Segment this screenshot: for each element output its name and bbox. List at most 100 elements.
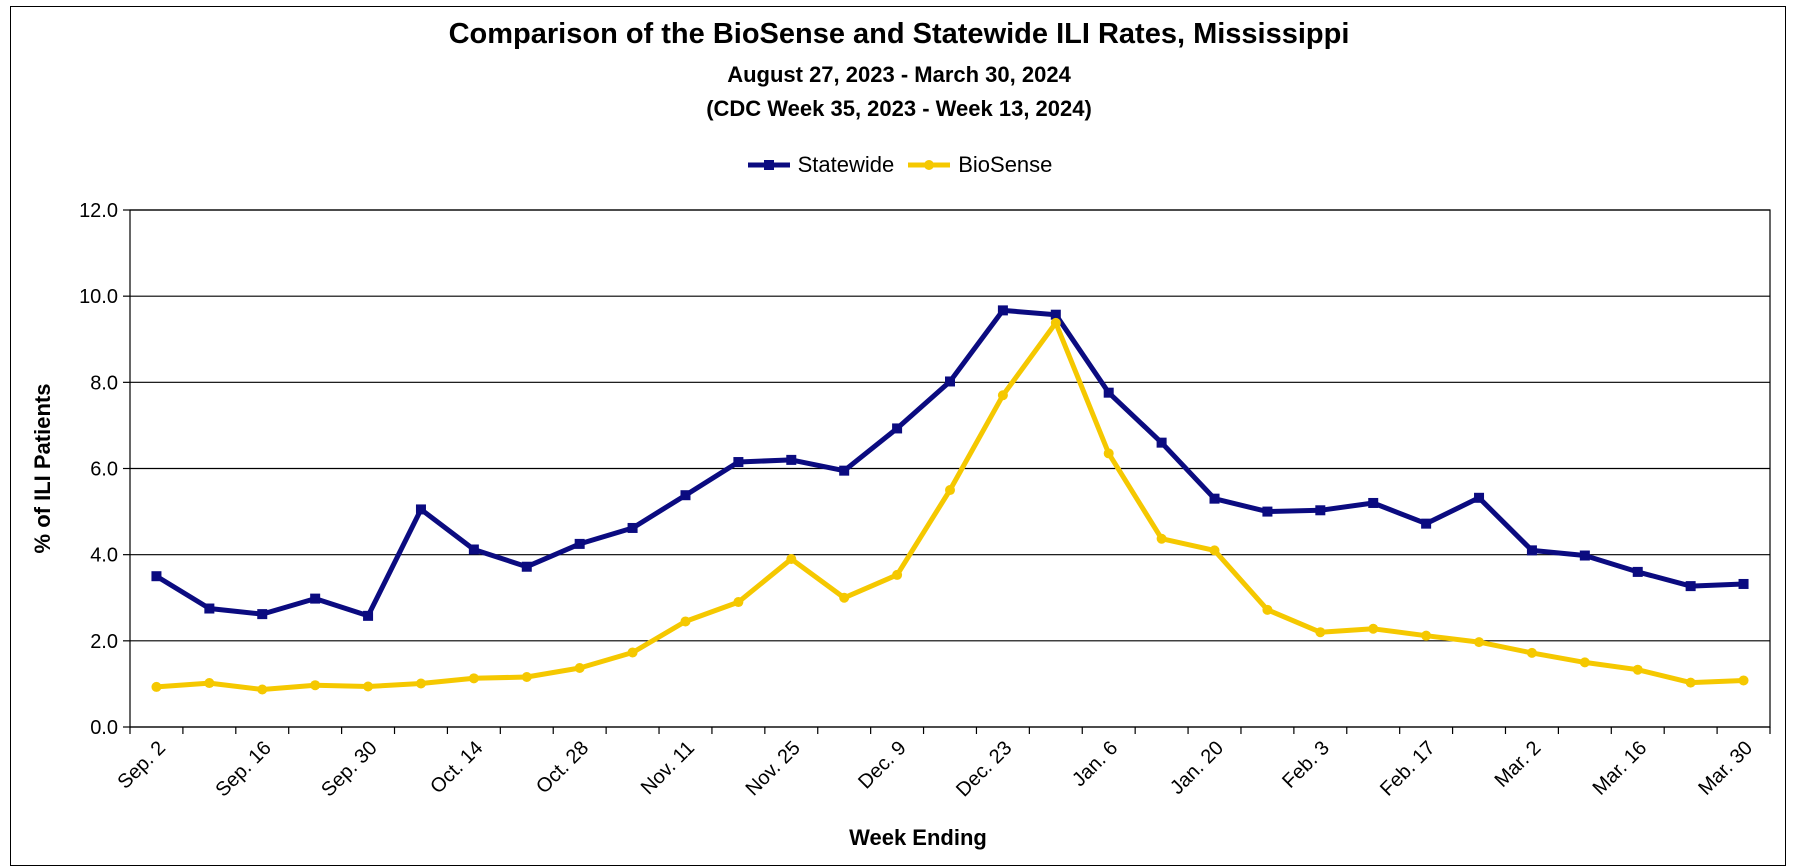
x-tick-label: Nov. 25 <box>742 737 805 800</box>
y-tick-label: 8.0 <box>90 372 118 394</box>
data-point-biosense <box>415 678 426 689</box>
data-point-biosense <box>257 684 268 695</box>
data-point-statewide <box>892 423 903 434</box>
data-point-biosense <box>204 678 215 689</box>
y-tick-label: 6.0 <box>90 459 118 481</box>
x-tick-label: Jan. 20 <box>1166 737 1228 799</box>
series-line-statewide <box>155 307 1744 619</box>
data-point-biosense <box>1738 675 1749 686</box>
data-point-statewide <box>521 561 532 572</box>
x-tick-label: Mar. 16 <box>1589 737 1652 800</box>
data-point-statewide <box>1685 581 1696 592</box>
legend-label-biosense: BioSense <box>958 152 1053 177</box>
data-point-biosense <box>627 647 638 658</box>
data-point-biosense <box>945 485 955 496</box>
data-point-biosense <box>1209 545 1220 556</box>
data-point-biosense <box>1103 448 1114 459</box>
data-point-biosense <box>151 681 162 692</box>
data-point-biosense <box>1262 604 1273 615</box>
x-tick-label: Sep. 16 <box>211 737 275 801</box>
data-point-biosense <box>521 672 532 683</box>
y-tick-label: 12.0 <box>79 200 118 222</box>
chart-subtitle-dates: August 27, 2023 - March 30, 2024 <box>727 62 1071 87</box>
data-point-statewide <box>680 490 691 501</box>
x-tick-label: Mar. 30 <box>1694 737 1757 800</box>
y-tick-label: 2.0 <box>90 631 118 653</box>
y-tick-label: 0.0 <box>90 717 118 739</box>
data-point-statewide <box>1156 437 1167 448</box>
y-tick-label: 4.0 <box>90 545 118 567</box>
data-point-biosense <box>1526 647 1537 658</box>
y-tick-label: 10.0 <box>79 286 118 308</box>
x-tick-label: Oct. 14 <box>426 737 487 798</box>
data-point-statewide <box>151 571 162 582</box>
data-point-statewide <box>204 603 215 614</box>
data-point-statewide <box>1474 492 1485 503</box>
data-point-biosense <box>468 673 479 684</box>
data-point-statewide <box>1050 309 1061 320</box>
data-point-biosense <box>786 553 797 564</box>
y-tick-labels: 0.0 2.0 4.0 6.0 8.0 10.0 12.0 <box>79 200 118 739</box>
x-tick-label: Feb. 3 <box>1278 737 1334 793</box>
data-point-biosense <box>310 680 321 691</box>
legend-swatch-statewide <box>747 160 790 170</box>
x-tick-label: Feb. 17 <box>1376 737 1440 801</box>
data-point-statewide <box>1262 506 1273 517</box>
x-tick-label: Nov. 11 <box>637 737 699 799</box>
chart-title: Comparison of the BioSense and Statewide… <box>448 18 1350 50</box>
data-point-statewide <box>839 465 850 476</box>
data-point-statewide <box>415 504 426 515</box>
x-tick-label: Sep. 2 <box>114 737 170 793</box>
legend-label-statewide: Statewide <box>797 152 895 177</box>
data-point-statewide <box>786 454 797 465</box>
series-lines <box>151 305 1749 695</box>
data-point-biosense <box>1474 637 1485 648</box>
plot-area <box>129 209 1771 728</box>
data-point-biosense <box>839 592 850 603</box>
chart-legend: Statewide BioSense <box>0 152 1798 178</box>
data-point-statewide <box>1103 387 1114 398</box>
data-point-biosense <box>733 597 744 608</box>
data-point-statewide <box>1526 545 1537 556</box>
data-point-statewide <box>1632 566 1643 577</box>
x-tick-label: Mar. 2 <box>1491 737 1546 792</box>
data-point-biosense <box>1685 677 1696 688</box>
x-tick-label: Dec. 23 <box>952 737 1016 801</box>
y-axis-title: % of ILI Patients <box>30 384 55 554</box>
x-tick-label: Sep. 30 <box>317 737 381 801</box>
data-point-statewide <box>468 544 479 555</box>
data-point-biosense <box>1632 664 1643 675</box>
data-point-biosense <box>1156 533 1167 544</box>
data-point-biosense <box>1579 657 1590 668</box>
data-point-biosense <box>1368 623 1379 634</box>
data-point-statewide <box>945 376 955 387</box>
data-point-biosense <box>1050 317 1061 328</box>
data-point-statewide <box>1209 493 1220 504</box>
data-point-biosense <box>680 616 691 627</box>
x-tick-labels: Sep. 2 Sep. 16 Sep. 30 Oct. 14 Oct. 28 Nov. 1… <box>114 737 1758 801</box>
data-point-biosense <box>1421 630 1432 641</box>
data-point-statewide <box>1421 518 1432 529</box>
data-point-statewide <box>733 457 744 468</box>
x-tick-label: Dec. 9 <box>854 737 910 793</box>
legend-swatch-biosense <box>908 160 951 170</box>
legend-item-biosense: BioSense <box>906 152 1052 178</box>
data-point-statewide <box>1579 550 1590 561</box>
data-point-statewide <box>627 522 638 533</box>
data-point-biosense <box>363 681 374 692</box>
x-tick-label: Jan. 6 <box>1068 737 1122 791</box>
axes <box>123 209 1771 734</box>
data-point-statewide <box>1738 578 1749 589</box>
data-point-statewide <box>574 538 585 549</box>
data-point-statewide <box>257 609 268 620</box>
data-point-statewide <box>363 610 374 621</box>
data-point-biosense <box>574 662 585 673</box>
data-point-statewide <box>310 593 321 604</box>
chart-subtitle-weeks: (CDC Week 35, 2023 - Week 13, 2024) <box>706 96 1092 121</box>
data-point-biosense <box>892 569 903 580</box>
data-point-statewide <box>1315 505 1326 516</box>
x-axis-title: Week Ending <box>849 825 987 850</box>
data-point-biosense <box>1315 627 1326 638</box>
x-tick-label: Oct. 28 <box>532 737 593 798</box>
